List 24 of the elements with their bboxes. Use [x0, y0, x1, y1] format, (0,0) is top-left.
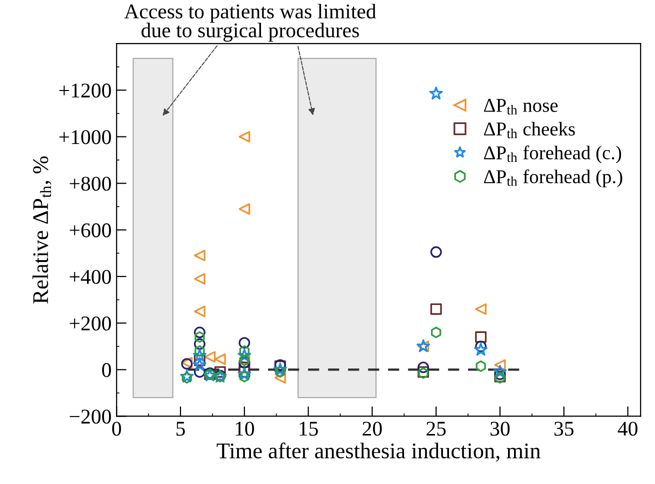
legend-label: ΔP$_{th}$ forehead (c.) — [484, 146, 622, 164]
y-tick-label: +1000 — [59, 130, 111, 144]
x-tick-label: 40 — [618, 422, 638, 436]
x-tick-label: 15 — [300, 422, 318, 436]
x-tick-label: 25 — [426, 422, 446, 436]
y-axis-title: Relative ΔP$_{th}$, % — [32, 156, 52, 304]
x-tick-label: 20 — [362, 422, 382, 436]
y-tick-label: +400 — [70, 270, 111, 284]
y-tick-label: +1200 — [59, 84, 111, 98]
x-axis-title: Time after anesthesia induction, min — [216, 442, 540, 462]
x-tick-label: 10 — [236, 422, 254, 436]
legend-label: ΔP$_{th}$ nose — [484, 98, 558, 115]
x-tick-label: 30 — [490, 422, 510, 436]
y-tick-label: −200 — [70, 410, 111, 424]
y-tick-label: +800 — [70, 176, 111, 191]
x-tick-label: 0 — [112, 422, 122, 436]
legend-label: ΔP$_{th}$ forehead (p.) — [484, 169, 622, 188]
x-tick-label: 5 — [176, 422, 185, 436]
x-tick-label: 35 — [554, 422, 574, 436]
text: Access to patients was limited due to surgical procedures — [124, 4, 376, 42]
y-tick-label: +600 — [70, 223, 111, 238]
y-tick-label: 0 — [102, 363, 111, 378]
legend-label: ΔP$_{th}$ cheeks — [484, 122, 575, 138]
y-tick-label: +200 — [70, 316, 111, 331]
